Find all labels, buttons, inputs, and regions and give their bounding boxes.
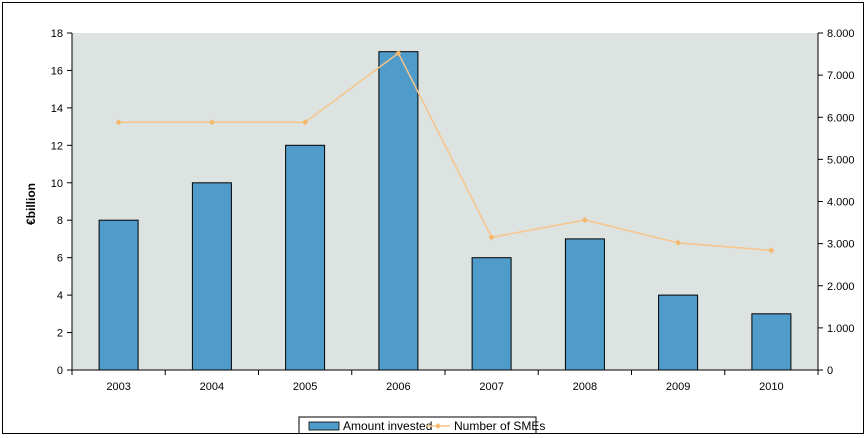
bar-2007	[471, 257, 512, 371]
x-tick-label: 2006	[386, 381, 410, 393]
bar-2010	[751, 313, 792, 371]
bar-2008	[564, 238, 605, 371]
y-tick-label: 6	[57, 253, 63, 265]
y2-tick-label: 2.000	[827, 281, 855, 293]
point-2007	[488, 234, 495, 241]
x-tick-label: 2009	[666, 381, 690, 393]
y-tick-label: 12	[51, 140, 63, 152]
y2-tick-label: 7.000	[827, 70, 855, 82]
point-2006	[395, 50, 402, 57]
legend-swatch-marker	[435, 423, 441, 429]
y-tick-label: 18	[51, 28, 63, 40]
line-number-of-smes	[118, 52, 772, 252]
bar-2006	[378, 51, 419, 371]
x-tick-label: 2007	[479, 381, 503, 393]
chart: 0 2 4 6 8 10 12 14 16 18 0 1.000 2.000 3.000 4.000 5.00…	[24, 28, 855, 436]
x-tick-label: 2010	[759, 381, 783, 393]
y2-tick-label: 8.000	[827, 28, 855, 40]
bar-2005	[285, 144, 326, 371]
point-2009	[675, 239, 682, 246]
y-tick-label: 2	[57, 328, 63, 340]
y-tick-label: 0	[57, 365, 63, 377]
legend: Amount invested Number of SMEs	[298, 416, 545, 436]
bar-2003	[98, 219, 139, 371]
x-tick-label: 2003	[106, 381, 130, 393]
y-tick-label: 16	[51, 65, 63, 77]
y-tick-label: 8	[57, 215, 63, 227]
bar-2009	[658, 294, 699, 371]
y2-tick-label: 5.000	[827, 154, 855, 166]
legend-swatch-amount-invested	[308, 421, 340, 431]
point-2005	[302, 119, 309, 126]
y-tick-label: 10	[51, 178, 63, 190]
y2-tick-label: 4.000	[827, 197, 855, 209]
y2-tick-label: 0	[827, 365, 833, 377]
point-2004	[208, 119, 215, 126]
y-axis-label: €billion	[24, 183, 38, 225]
y2-tick-label: 3.000	[827, 239, 855, 251]
point-2003	[115, 119, 122, 126]
x-tick-label: 2008	[573, 381, 597, 393]
y-tick-label: 4	[57, 290, 63, 302]
legend-label-number-of-smes: Number of SMEs	[454, 419, 545, 433]
y2-tick-label: 1.000	[827, 323, 855, 335]
x-tick-label: 2005	[293, 381, 317, 393]
x-tick-label: 2004	[200, 381, 224, 393]
legend-label-amount-invested: Amount invested	[343, 419, 432, 433]
y2-tick-label: 6.000	[827, 112, 855, 124]
point-2010	[768, 247, 775, 254]
point-2008	[581, 217, 588, 224]
bar-2004	[191, 182, 232, 371]
plot-area	[72, 33, 818, 370]
y-tick-label: 14	[51, 103, 63, 115]
